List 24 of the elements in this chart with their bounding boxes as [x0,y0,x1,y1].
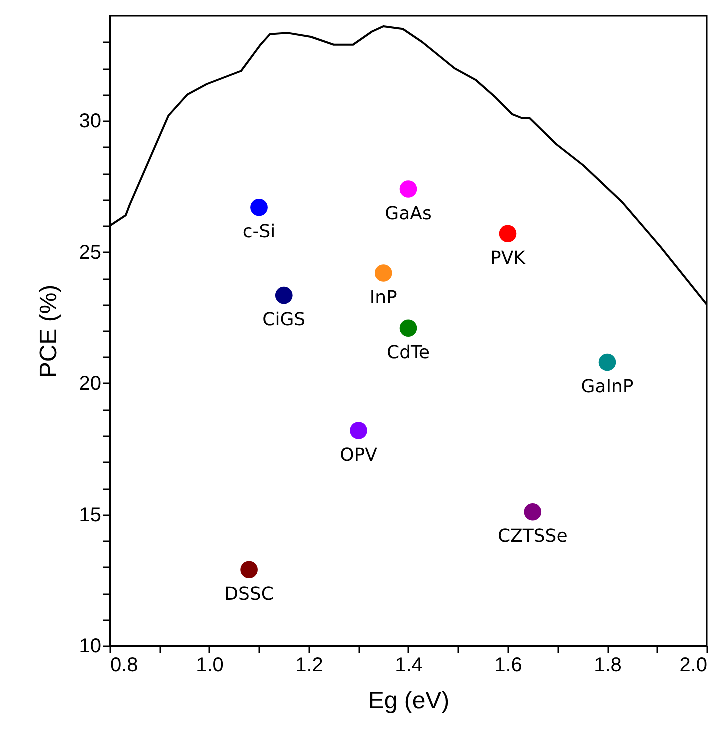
series-label: OPV [340,444,378,466]
series-label: InP [370,287,398,308]
series-label: CZTSSe [498,526,568,548]
y-tick-label: 25 [79,242,102,264]
series-label: CdTe [386,342,430,364]
x-tick-label: 1.8 [594,654,622,676]
y-tick-label: 20 [79,373,102,395]
y-tick-label: 15 [79,504,102,526]
series-label: GaInP [581,376,634,398]
series-label: CiGS [262,310,306,331]
x-tick-label: 1.4 [395,654,423,676]
y-tick-label: 10 [79,636,102,658]
y-axis-title: PCE (%) [35,284,62,378]
series-label: DSSC [224,584,274,605]
x-tick-label: 1.6 [494,654,522,676]
series-label: c-Si [242,222,276,243]
series-label: GaAs [385,203,432,224]
x-axis-title: Eg (eV) [368,688,450,714]
x-tick-label: 1.2 [296,654,324,676]
y-tick-label: 30 [79,110,102,132]
x-tick-label: 0.8 [110,654,138,676]
x-tick-label: 1.0 [196,654,224,676]
series-label: PVK [490,248,527,269]
x-tick-label: 2.0 [680,654,708,676]
